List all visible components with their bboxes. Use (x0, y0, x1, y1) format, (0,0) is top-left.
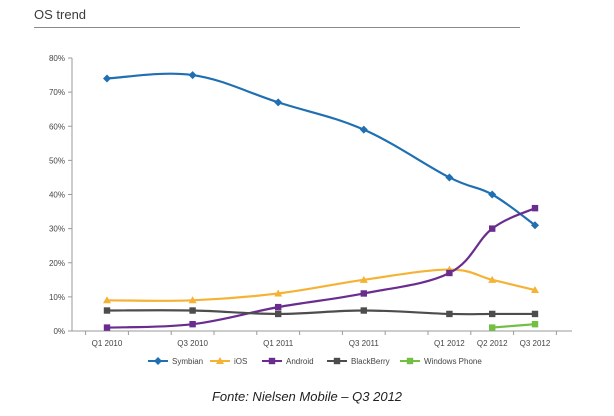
symbian-point (103, 74, 111, 83)
series-lines (106, 72, 536, 329)
android-point (275, 303, 282, 311)
ios-point (188, 296, 197, 304)
symbian-point (188, 71, 197, 80)
android-point (360, 290, 367, 297)
y-tick-label: 80% (49, 54, 65, 63)
y-tick-label: 30% (49, 225, 65, 234)
windows-phone-point (531, 320, 539, 328)
y-tick-label: 60% (49, 122, 65, 131)
x-tick-label: Q2 2012 (477, 339, 508, 348)
android-point (531, 204, 539, 212)
chart-legend: Symbian iOS Android BlackBerry Windows Phone (148, 357, 482, 366)
blackberry-point (189, 307, 196, 314)
y-tick-label: 10% (49, 293, 65, 302)
blackberry-point (446, 310, 453, 318)
android-point (189, 320, 196, 328)
blackberry-point (489, 310, 496, 318)
blackberry-line (106, 309, 535, 316)
title-divider (34, 27, 520, 28)
android-point (446, 269, 453, 277)
blackberry-legend-marker (333, 357, 341, 365)
y-tick-label: 20% (49, 259, 65, 268)
y-tick-label: 50% (49, 156, 65, 165)
blackberry-point (531, 310, 539, 318)
android-point (103, 324, 111, 331)
ios-line (106, 268, 536, 302)
x-tick-label: Q1 2012 (434, 339, 465, 348)
android-legend-marker (268, 357, 276, 365)
y-tick-label: 70% (49, 88, 65, 97)
y-tick-label: 40% (49, 191, 65, 200)
windows-phone-legend-marker (406, 357, 414, 365)
series-markers (103, 71, 539, 331)
ios-point (274, 289, 283, 297)
blackberry-point (103, 307, 111, 314)
ios-point (488, 275, 497, 283)
ios-point (103, 296, 111, 304)
x-tick-label: Q3 2011 (349, 339, 380, 348)
symbian-line (106, 72, 536, 227)
blackberry-point (275, 310, 282, 318)
blackberry-point (360, 307, 367, 314)
blackberry-legend-label: BlackBerry (351, 357, 390, 366)
y-tick-label: 0% (53, 327, 65, 336)
android-legend-label: Android (286, 357, 314, 366)
symbian-point (445, 173, 454, 182)
ios-point (359, 275, 368, 283)
os-trend-chart: 0% 10% 20% 30% 40% 50% 60% 70% 80% Q1 2010 Q3 2010… (49, 54, 572, 366)
symbian-legend-label: Symbian (172, 357, 203, 366)
symbian-legend-marker (154, 357, 162, 365)
symbian-point (488, 190, 497, 199)
x-tick-label: Q1 2011 (263, 339, 294, 348)
ios-legend-marker (216, 357, 224, 364)
source-caption: Fonte: Nielsen Mobile – Q3 2012 (211, 389, 403, 404)
x-tick-label: Q3 2010 (177, 339, 208, 348)
chart-axes: 0% 10% 20% 30% 40% 50% 60% 70% 80% Q1 2010 Q3 2010… (49, 54, 572, 348)
windows-phone-line (492, 323, 536, 329)
windows-phone-point (489, 324, 496, 331)
x-tick-label: Q1 2010 (92, 339, 123, 348)
symbian-point (359, 125, 368, 134)
ios-legend-label: iOS (234, 357, 247, 366)
android-point (489, 225, 496, 232)
windows-phone-legend-label: Windows Phone (424, 357, 482, 366)
ios-point (531, 286, 539, 294)
x-tick-label: Q3 2012 (520, 339, 551, 348)
symbian-point (274, 98, 283, 107)
page-title: OS trend (34, 7, 87, 22)
symbian-point (531, 221, 539, 230)
